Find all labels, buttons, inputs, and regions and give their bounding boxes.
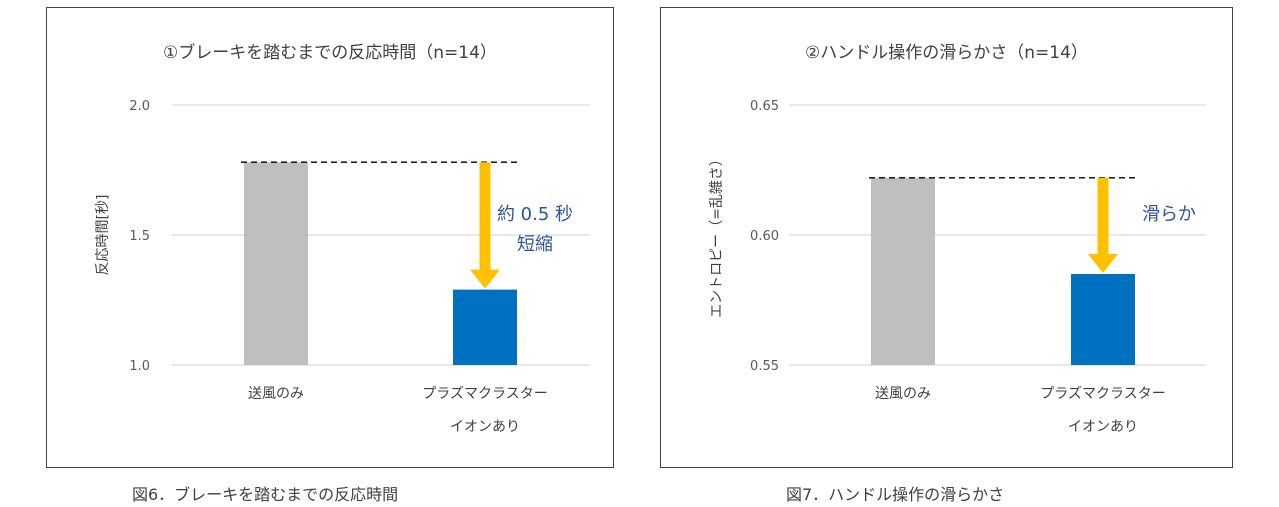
chart-panel-reaction-time: ①ブレーキを踏むまでの反応時間（n=14） 2.0 1.5 1.0 反応時間[秒] 送風… <box>46 7 614 468</box>
y-tick-label: 1.0 <box>129 359 150 374</box>
y-tick-label: 2.0 <box>129 99 150 114</box>
y-tick-label: 0.55 <box>750 359 779 374</box>
bar-baseline <box>244 162 308 365</box>
y-axis-label: エントロピー（=乱雑さ） <box>709 152 725 318</box>
x-category-label: プラズマクラスター <box>422 386 547 402</box>
x-category-label: プラズマクラスター <box>1040 386 1165 402</box>
bar-plasmacluster <box>1071 274 1135 365</box>
chart-title: ①ブレーキを踏むまでの反応時間（n=14） <box>163 43 497 63</box>
chart-panel-steering-smoothness: ②ハンドル操作の滑らかさ（n=14） 0.65 0.60 0.55 エントロピー（=乱… <box>660 7 1233 468</box>
annotation-label: 短縮 <box>517 234 553 255</box>
arrow-head <box>470 269 500 289</box>
figure-caption: 図6．ブレーキを踏むまでの反応時間 <box>132 485 399 504</box>
chart-title: ②ハンドル操作の滑らかさ（n=14） <box>805 43 1088 63</box>
steering-smoothness-chart: 0.65 0.60 0.55 エントロピー（=乱雑さ） 送風のみ プラズマクラスターイオン… <box>709 99 1206 435</box>
figure-caption: 図7．ハンドル操作の滑らかさ <box>786 485 1005 504</box>
annotation-label: 滑らか <box>1142 204 1196 225</box>
x-category-label: 送風のみ <box>875 386 931 402</box>
bar-baseline <box>871 177 935 365</box>
x-category-label: イオンあり <box>1068 419 1138 435</box>
y-axis-label: 反応時間[秒] <box>95 195 111 276</box>
bar-plasmacluster <box>453 289 517 365</box>
x-category-label: 送風のみ <box>248 386 304 402</box>
y-tick-label: 0.65 <box>750 99 779 114</box>
annotation-label: 約 0.5 秒 <box>497 204 573 225</box>
y-tick-label: 0.60 <box>750 229 779 244</box>
x-category-label: イオンあり <box>450 419 520 435</box>
arrow-head <box>1088 254 1118 273</box>
y-tick-label: 1.5 <box>129 229 150 244</box>
